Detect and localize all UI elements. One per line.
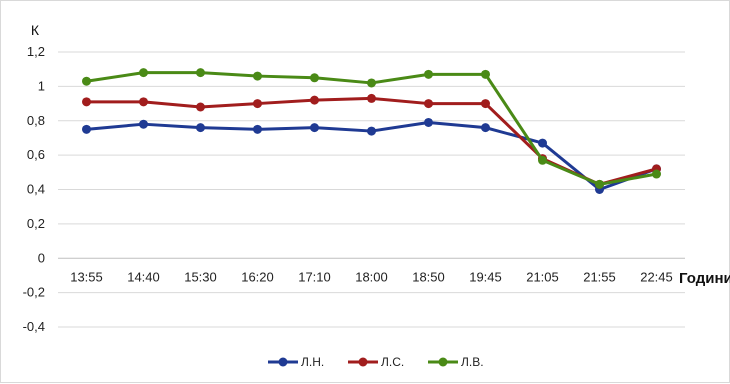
- data-point: [253, 71, 262, 81]
- legend-label: Л.Н.: [301, 355, 324, 369]
- data-point: [82, 124, 91, 134]
- x-tick-label: 13:55: [70, 269, 103, 284]
- y-axis-ticks: -0,4 -0,2 0 0,2 0,4 0,6 0,8 1 1,2: [23, 44, 45, 334]
- data-point: [367, 126, 376, 136]
- data-point: [82, 97, 91, 107]
- x-tick-label: 21:55: [583, 269, 616, 284]
- legend-marker: [438, 357, 448, 367]
- data-point: [538, 138, 547, 148]
- data-point: [367, 93, 376, 103]
- x-tick-label: 14:40: [127, 269, 160, 284]
- legend: Л.Н. Л.С. Л.В.: [268, 355, 484, 369]
- y-tick-label: 1: [38, 78, 45, 93]
- y-tick-label: -0,2: [23, 285, 45, 300]
- data-point: [196, 68, 205, 78]
- series-lines: [82, 68, 661, 194]
- y-tick-label: 0,2: [27, 216, 45, 231]
- data-point: [481, 99, 490, 109]
- data-point: [196, 102, 205, 112]
- data-point: [253, 124, 262, 134]
- series-3: [82, 68, 661, 189]
- series-1: [82, 117, 661, 194]
- data-point: [595, 179, 604, 189]
- x-tick-label: 19:45: [469, 269, 502, 284]
- data-point: [652, 169, 661, 179]
- data-point: [538, 155, 547, 165]
- data-point: [310, 73, 319, 83]
- x-tick-label: 16:20: [241, 269, 274, 284]
- data-point: [310, 123, 319, 133]
- x-tick-label: 17:10: [298, 269, 331, 284]
- x-tick-label: 21:05: [526, 269, 559, 284]
- data-point: [481, 123, 490, 133]
- legend-label: Л.С.: [381, 355, 404, 369]
- data-point: [424, 117, 433, 127]
- x-axis-title: Години: [679, 270, 730, 287]
- legend-label: Л.В.: [461, 355, 484, 369]
- x-tick-label: 18:50: [412, 269, 445, 284]
- legend-marker: [358, 357, 368, 367]
- data-point: [139, 68, 148, 78]
- y-tick-label: 0,6: [27, 147, 45, 162]
- legend-item: Л.В.: [428, 355, 484, 369]
- data-point: [310, 95, 319, 105]
- y-tick-label: 0,4: [27, 182, 45, 197]
- y-tick-label: 0,8: [27, 113, 45, 128]
- data-point: [82, 76, 91, 86]
- data-point: [139, 97, 148, 107]
- data-point: [424, 99, 433, 109]
- data-point: [253, 99, 262, 109]
- legend-marker: [278, 357, 288, 367]
- y-axis-title: К: [31, 22, 40, 38]
- data-point: [196, 123, 205, 133]
- x-tick-label: 18:00: [355, 269, 388, 284]
- data-point: [481, 69, 490, 79]
- x-axis-ticks: 13:55 14:40 15:30 16:20 17:10 18:00 18:50 19:45…: [70, 269, 673, 284]
- data-point: [424, 69, 433, 79]
- legend-item: Л.С.: [348, 355, 404, 369]
- grid-lines: [58, 51, 685, 328]
- y-tick-label: 1,2: [27, 44, 45, 59]
- data-point: [367, 78, 376, 88]
- legend-item: Л.Н.: [268, 355, 324, 369]
- y-tick-label: -0,4: [23, 319, 45, 334]
- x-tick-label: 15:30: [184, 269, 217, 284]
- x-tick-label: 22:45: [640, 269, 673, 284]
- y-tick-label: 0: [38, 250, 45, 265]
- data-point: [139, 119, 148, 129]
